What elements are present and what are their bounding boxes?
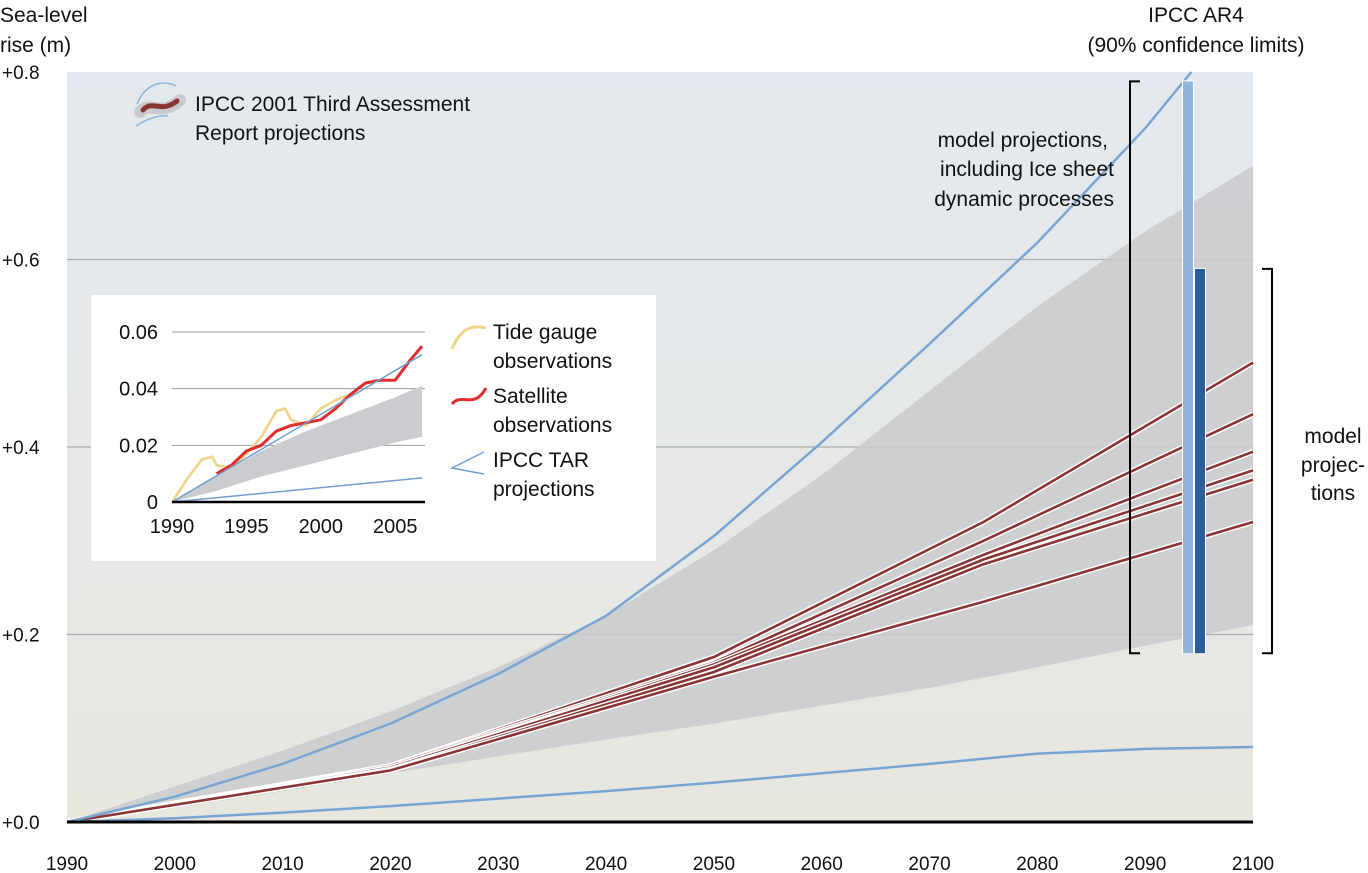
- tar-legend-icon: [134, 82, 186, 127]
- y-axis-label-line1: Sea-level: [0, 4, 88, 27]
- x-tick-label: 2040: [585, 854, 627, 873]
- inset-series-line: [215, 345, 424, 476]
- x-tick-labels: 1990 2000 2010 2020 2030 2040 2050 2060 2070 2080…: [46, 854, 1274, 873]
- model-projections-label-line3: tions: [1311, 482, 1355, 505]
- ice-sheet-label-line3: dynamic processes: [934, 188, 1114, 211]
- tar-envelope-lower-line: [66, 745, 1254, 824]
- ar4-title-line1: IPCC AR4: [1148, 4, 1244, 27]
- inset-x-tick-label: 1990: [150, 516, 195, 538]
- inset-legend-label-line2: observations: [493, 350, 612, 373]
- y-tick-label: +0.6: [2, 251, 40, 272]
- y-tick-label: +0.2: [2, 626, 40, 647]
- tar-projection-band: [67, 165, 1253, 823]
- inset-tar-band: [172, 385, 422, 502]
- model-projections-label-line2: projec-: [1301, 454, 1365, 477]
- inset-legend-label-line2: projections: [493, 478, 595, 501]
- inset-x-tick-labels: 1990 1995 2000 2005: [150, 516, 418, 538]
- inset-series-line: [170, 393, 352, 503]
- y-tick-labels: +0.0 +0.2 +0.4 +0.6 +0.8: [2, 63, 40, 834]
- ar4-bar: [1183, 81, 1193, 654]
- ar4-title-line2: (90% confidence limits): [1087, 34, 1304, 57]
- x-tick-label: 2020: [369, 854, 411, 873]
- inset-x-tick-label: 1995: [224, 516, 269, 538]
- model-line: [66, 520, 1254, 824]
- x-tick-label: 2070: [908, 854, 950, 873]
- inset-y-tick-labels: 0 0.02 0.04 0.06: [119, 322, 158, 514]
- inset-legend-label-line2: observations: [493, 414, 612, 437]
- inset-series-line: [171, 477, 423, 503]
- tar-envelope-upper-line: [66, 71, 1193, 824]
- inset-y-tick-label: 0: [147, 492, 158, 514]
- model-projections-bracket: [1262, 267, 1273, 655]
- x-tick-label: 2010: [261, 854, 303, 873]
- inset-legend: Tide gauge observations Satellite observati…: [449, 321, 612, 501]
- ar4-bars: [1182, 80, 1206, 655]
- y-tick-label: +0.4: [2, 438, 40, 459]
- inset-y-tick-label: 0.02: [119, 435, 158, 457]
- model-projections-label-line1: model: [1304, 425, 1361, 448]
- inset-legend-label-line1: Satellite: [493, 385, 568, 408]
- ar4-bar: [1195, 268, 1205, 654]
- tar-legend-label-line2: Report projections: [195, 122, 365, 145]
- ar4-brackets: [1129, 80, 1273, 655]
- inset-y-tick-label: 0.04: [119, 379, 158, 401]
- inset-series-lines: [170, 345, 424, 503]
- tide-gauge-legend-swatch: [450, 325, 487, 350]
- y-tick-label: +0.8: [2, 63, 40, 84]
- inset-y-tick-label: 0.06: [119, 322, 158, 344]
- model-projection-lines: [66, 360, 1255, 825]
- x-tick-label: 2090: [1124, 854, 1166, 873]
- inset-chart: 0 0.02 0.04 0.06 1990 1995 2000 2005 Tide gaug…: [91, 295, 656, 561]
- ipcc-tar-legend-swatch: [449, 451, 485, 475]
- inset-x-tick-label: 2000: [299, 516, 344, 538]
- x-tick-label: 2030: [477, 854, 519, 873]
- inset-x-tick-label: 2005: [373, 516, 418, 538]
- x-tick-label: 1990: [46, 854, 88, 873]
- y-tick-label: +0.0: [2, 813, 40, 834]
- x-tick-label: 2000: [154, 854, 196, 873]
- x-tick-label: 2060: [801, 854, 843, 873]
- ice-sheet-label-line2: including Ice sheet: [940, 158, 1114, 181]
- y-axis-label-line2: rise (m): [0, 34, 71, 57]
- inset-legend-label-line1: Tide gauge: [493, 321, 597, 344]
- inset-legend-label-line1: IPCC TAR: [493, 449, 589, 472]
- tar-legend-label-line1: IPCC 2001 Third Assessment: [195, 93, 470, 116]
- x-tick-label: 2050: [693, 854, 735, 873]
- satellite-legend-swatch: [450, 387, 488, 406]
- inset-series-line: [171, 354, 423, 503]
- x-tick-label: 2080: [1016, 854, 1058, 873]
- ice-sheet-label-line1: model projections,: [938, 129, 1108, 152]
- ice-sheet-bracket: [1129, 80, 1140, 655]
- x-tick-label: 2100: [1232, 854, 1274, 873]
